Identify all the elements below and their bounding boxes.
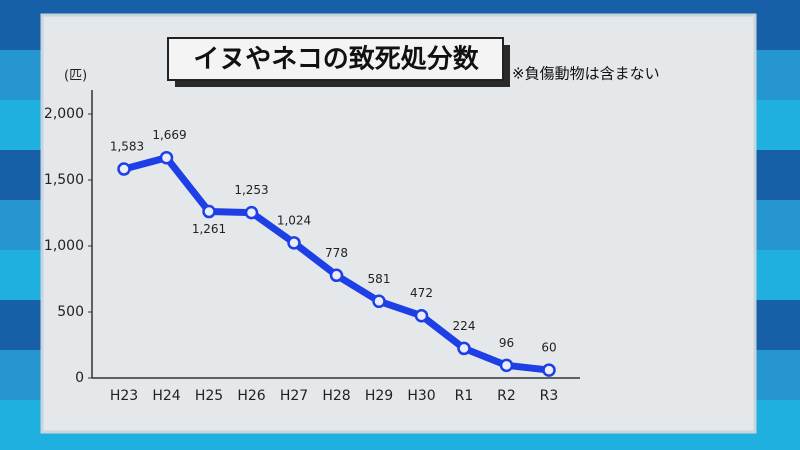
- x-tick-label: H23: [110, 388, 138, 404]
- x-tick-label: H29: [365, 388, 393, 404]
- value-label: 472: [410, 286, 433, 300]
- marker: [329, 268, 344, 283]
- value-label: 1,261: [192, 222, 226, 236]
- marker: [499, 358, 514, 373]
- value-label: 778: [325, 246, 348, 260]
- marker: [117, 162, 131, 176]
- value-label: 1,583: [110, 140, 144, 154]
- x-tick-label: R3: [540, 388, 559, 404]
- value-label: 1,253: [234, 183, 268, 197]
- marker: [244, 205, 259, 220]
- y-tick-label: 500: [57, 304, 84, 320]
- marker: [414, 308, 429, 323]
- y-tick-label: 1,500: [44, 172, 84, 188]
- marker: [372, 294, 386, 309]
- value-label: 224: [453, 319, 476, 333]
- y-axis-label: (匹): [64, 69, 87, 84]
- chart-title: イヌやネコの致死処分数: [193, 44, 479, 75]
- x-tick-label: H24: [152, 388, 180, 404]
- y-tick-label: 2,000: [44, 106, 84, 122]
- x-tick-label: H25: [195, 388, 223, 404]
- x-tick-label: H27: [280, 388, 308, 404]
- title-box: [167, 37, 504, 81]
- note: ※負傷動物は含まない: [512, 65, 660, 83]
- marker: [287, 236, 301, 250]
- y-tick-label: 0: [75, 370, 84, 386]
- value-label: 1,024: [277, 213, 311, 227]
- marker: [159, 150, 174, 165]
- value-label: 96: [499, 336, 514, 350]
- value-label: 60: [541, 341, 556, 355]
- x-tick-label: R1: [455, 388, 474, 404]
- x-tick-label: R2: [497, 388, 516, 404]
- y-tick-label: 1,000: [44, 238, 84, 254]
- marker: [202, 204, 216, 219]
- marker: [542, 363, 556, 377]
- x-tick-label: H26: [237, 388, 265, 404]
- x-tick-label: H30: [407, 388, 435, 404]
- value-label: 581: [368, 272, 391, 286]
- x-tick-label: H28: [322, 388, 350, 404]
- marker: [457, 341, 471, 356]
- value-label: 1,669: [152, 128, 186, 142]
